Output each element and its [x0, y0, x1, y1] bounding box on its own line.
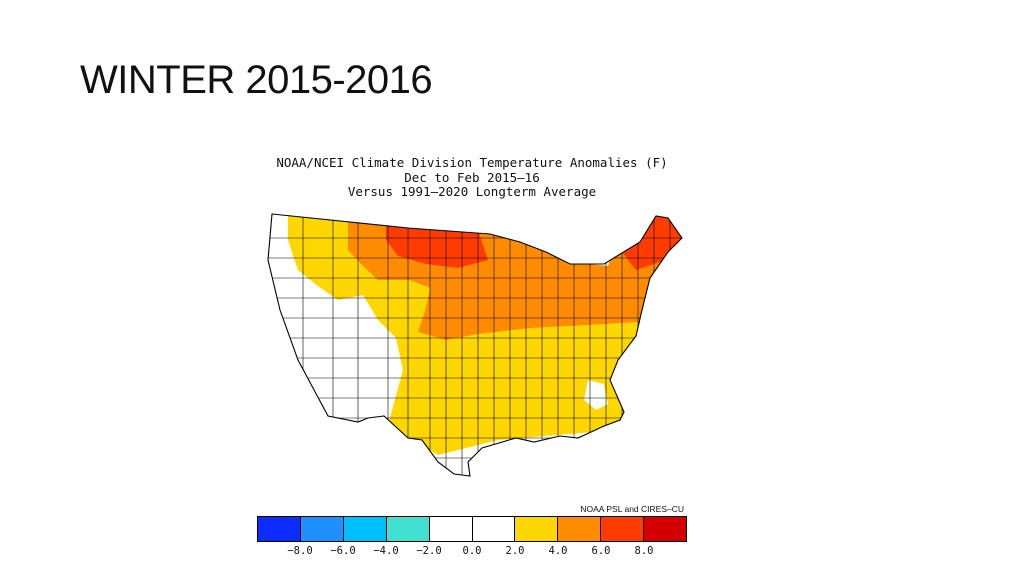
legend-swatch: [300, 517, 344, 541]
legend-swatch: [343, 517, 387, 541]
legend-tick: −4.0: [373, 545, 399, 557]
legend-swatch: [644, 517, 687, 541]
map-title-line-1: NOAA/NCEI Climate Division Temperature A…: [276, 155, 668, 170]
map-title-line-2: Dec to Feb 2015–16: [404, 169, 540, 185]
legend-swatch: [386, 517, 430, 541]
legend-tick: 8.0: [634, 545, 654, 557]
slide-title: WINTER 2015-2016: [80, 58, 433, 102]
legend-swatch: [258, 517, 301, 541]
map-title-line-3: Versus 1991–2020 Longterm Average: [347, 184, 597, 199]
legend-swatch: [558, 517, 602, 541]
map-credit: NOAA PSL and CIRES–CU: [580, 504, 684, 514]
legend-tick: −6.0: [330, 545, 356, 557]
color-legend: [257, 516, 687, 542]
legend-swatch: [601, 517, 645, 541]
legend-tick: 2.0: [505, 545, 525, 557]
legend-swatch: [515, 517, 559, 541]
legend-tick: 6.0: [591, 545, 611, 557]
legend-swatch: [472, 517, 516, 541]
map-header: NOAA/NCEI Climate Division Temperature A…: [250, 155, 694, 200]
legend-tick: −2.0: [416, 545, 442, 557]
legend-tick: 0.0: [462, 545, 482, 557]
legend-swatch: [429, 517, 473, 541]
legend-tick-labels: −8.0 −6.0 −4.0 −2.0 0.0 2.0 4.0 6.0 8.0: [257, 545, 687, 559]
legend-tick: 4.0: [548, 545, 568, 557]
legend-tick: −8.0: [287, 545, 313, 557]
us-climate-division-map: [267, 213, 683, 477]
